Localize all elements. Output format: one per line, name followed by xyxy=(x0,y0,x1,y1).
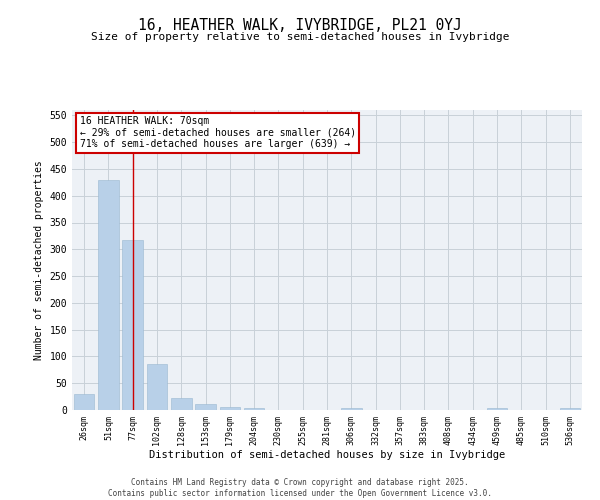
Bar xyxy=(487,408,508,410)
Text: 16 HEATHER WALK: 70sqm
← 29% of semi-detached houses are smaller (264)
71% of se: 16 HEATHER WALK: 70sqm ← 29% of semi-det… xyxy=(80,116,356,149)
Bar xyxy=(560,408,580,410)
Bar xyxy=(98,180,119,410)
Text: Size of property relative to semi-detached houses in Ivybridge: Size of property relative to semi-detach… xyxy=(91,32,509,42)
Bar xyxy=(195,404,216,410)
Bar xyxy=(244,408,265,410)
Bar xyxy=(171,398,191,410)
Y-axis label: Number of semi-detached properties: Number of semi-detached properties xyxy=(34,160,44,360)
Bar xyxy=(220,408,240,410)
X-axis label: Distribution of semi-detached houses by size in Ivybridge: Distribution of semi-detached houses by … xyxy=(149,450,505,460)
Text: 16, HEATHER WALK, IVYBRIDGE, PL21 0YJ: 16, HEATHER WALK, IVYBRIDGE, PL21 0YJ xyxy=(138,18,462,32)
Bar xyxy=(341,408,362,410)
Bar xyxy=(74,394,94,410)
Text: Contains HM Land Registry data © Crown copyright and database right 2025.
Contai: Contains HM Land Registry data © Crown c… xyxy=(108,478,492,498)
Bar xyxy=(146,364,167,410)
Bar xyxy=(122,240,143,410)
